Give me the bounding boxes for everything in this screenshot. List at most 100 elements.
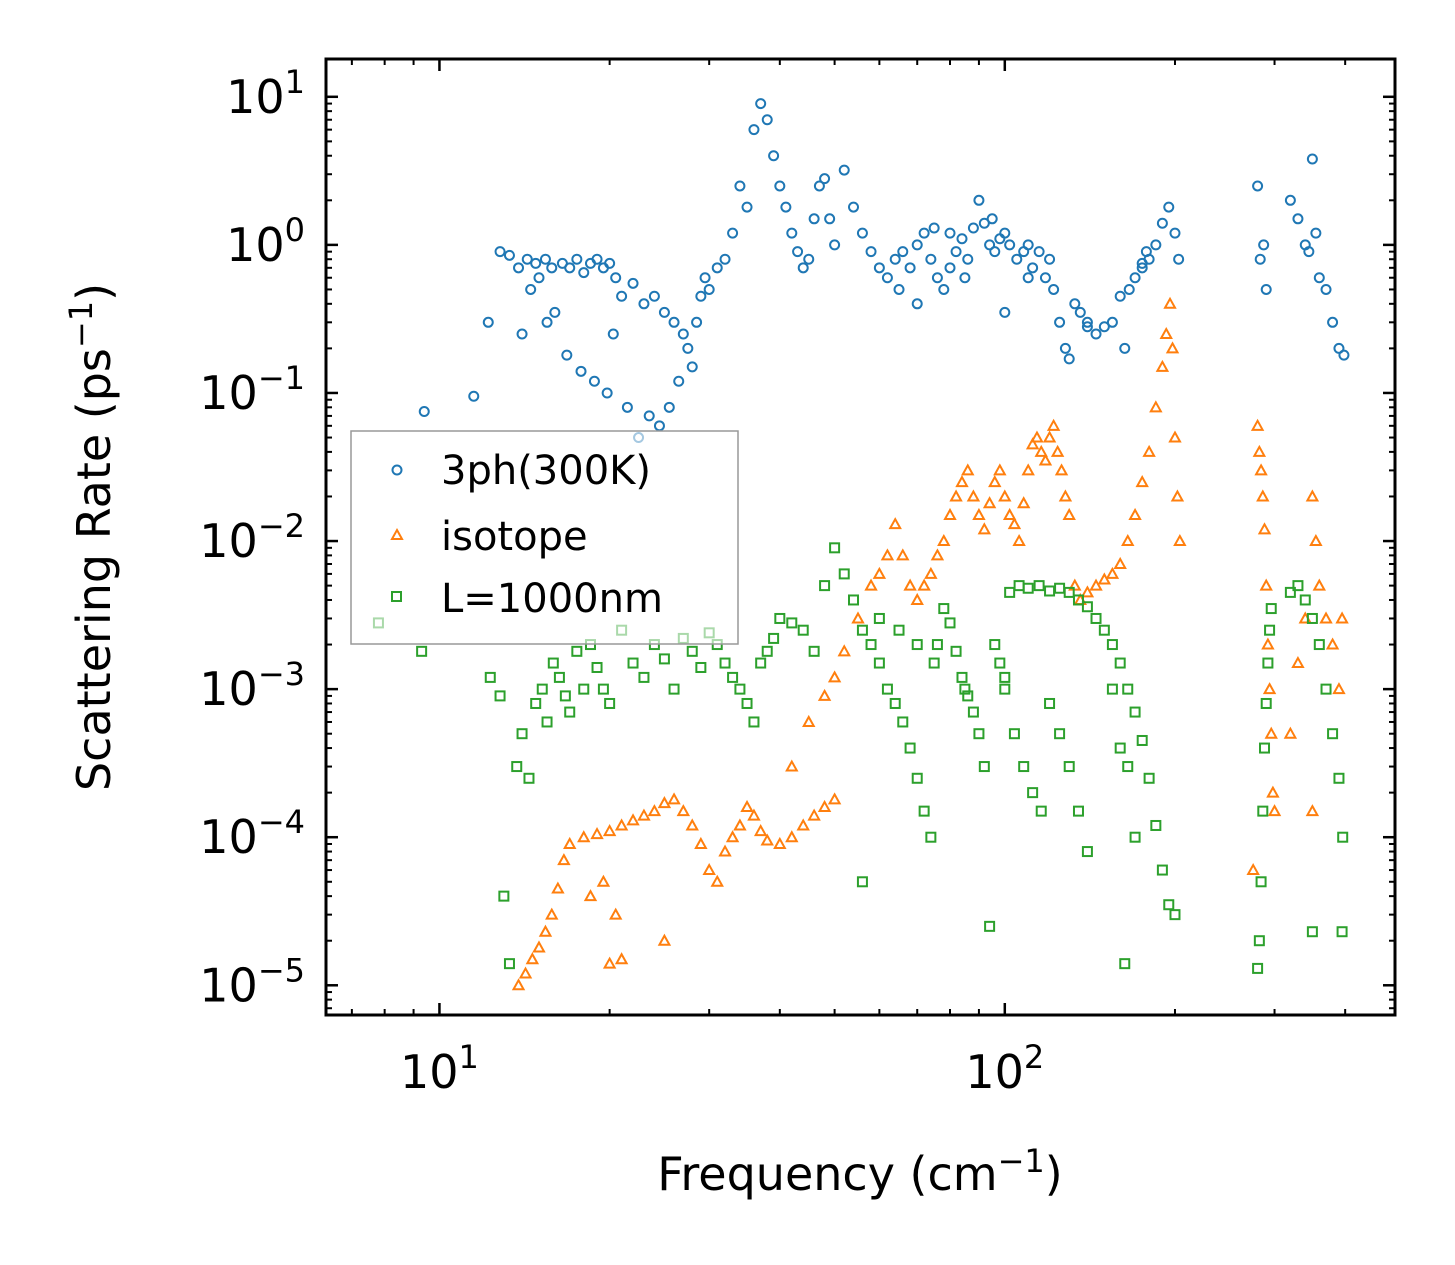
data-point — [1156, 864, 1168, 876]
data-point — [1333, 772, 1345, 784]
data-point — [819, 173, 831, 185]
data-point — [1098, 624, 1110, 636]
data-point — [904, 742, 916, 754]
data-point — [753, 824, 768, 837]
data-point — [1030, 430, 1044, 443]
data-point — [648, 290, 660, 302]
data-point — [591, 661, 603, 673]
data-point — [911, 639, 923, 651]
data-point — [691, 316, 703, 328]
data-point — [741, 697, 753, 709]
data-point — [1142, 444, 1156, 457]
data-point — [748, 124, 760, 136]
data-point — [677, 328, 689, 340]
data-point — [601, 387, 613, 399]
data-point — [904, 262, 916, 274]
data-point — [982, 496, 997, 509]
data-point — [553, 671, 565, 683]
data-point — [998, 489, 1012, 502]
data-point — [803, 253, 815, 265]
data-point — [525, 952, 540, 965]
data-point — [1069, 298, 1081, 310]
data-point — [653, 420, 665, 432]
data-point — [973, 194, 985, 206]
data-point — [725, 830, 740, 843]
data-point — [1129, 831, 1141, 843]
data-point — [1254, 463, 1268, 476]
data-point — [999, 683, 1011, 695]
data-point — [780, 201, 792, 213]
data-point — [1252, 962, 1264, 974]
data-point — [873, 612, 885, 624]
data-point — [774, 180, 786, 192]
data-point — [546, 262, 558, 274]
data-point — [627, 657, 639, 669]
data-point — [1089, 578, 1103, 591]
data-point — [1106, 639, 1118, 651]
data-point — [873, 657, 885, 669]
data-point — [1310, 227, 1322, 239]
data-point — [1048, 283, 1060, 295]
data-point — [719, 657, 731, 669]
data-point — [621, 401, 633, 413]
data-point — [955, 475, 969, 488]
data-point — [1129, 706, 1141, 718]
data-point — [583, 889, 598, 902]
data-point — [682, 342, 694, 354]
data-point — [949, 489, 963, 502]
data-point — [1135, 475, 1149, 488]
data-point — [1319, 611, 1333, 624]
data-point — [637, 808, 651, 821]
data-point — [813, 180, 825, 192]
data-point — [564, 262, 576, 274]
data-point — [1256, 489, 1270, 502]
data-point — [796, 818, 810, 831]
data-point — [1284, 194, 1296, 206]
data-point — [1122, 761, 1134, 773]
data-point — [511, 978, 526, 991]
data-point — [956, 233, 968, 245]
data-point — [1025, 437, 1040, 450]
data-point — [897, 246, 909, 258]
data-point — [1063, 353, 1075, 365]
data-point — [1039, 272, 1051, 284]
data-point — [785, 830, 799, 843]
data-point — [503, 249, 515, 261]
data-point — [1267, 804, 1282, 817]
data-point — [938, 283, 950, 295]
data-point — [1062, 507, 1076, 520]
data-point — [824, 213, 836, 225]
data-point — [1004, 239, 1016, 251]
data-point — [518, 966, 533, 979]
data-point — [663, 401, 675, 413]
data-point — [532, 940, 546, 953]
data-point — [1327, 316, 1339, 328]
data-point — [1257, 522, 1272, 535]
data-point — [959, 683, 971, 695]
data-point — [1033, 580, 1045, 592]
data-point — [1150, 819, 1162, 831]
data-point — [627, 277, 639, 289]
legend: 3ph(300K) isotope L=1000nm — [350, 430, 739, 645]
data-point — [1114, 290, 1126, 302]
data-point — [1011, 253, 1023, 265]
data-point — [1063, 586, 1075, 598]
data-point — [741, 201, 753, 213]
data-point — [1106, 683, 1118, 695]
data-point — [988, 475, 1002, 488]
data-point — [768, 150, 780, 162]
data-point — [1058, 489, 1073, 502]
data-point — [1253, 935, 1265, 947]
data-point — [604, 697, 616, 709]
data-point — [686, 645, 698, 657]
data-point — [1258, 239, 1270, 251]
data-point — [1008, 728, 1020, 740]
data-point — [616, 290, 628, 302]
data-point — [1332, 682, 1346, 695]
data-point — [999, 671, 1011, 683]
data-point — [513, 262, 525, 274]
data-point — [1018, 761, 1030, 773]
data-point — [658, 306, 670, 318]
y-axis-label: Scattering Rate (ps−1) — [62, 283, 121, 791]
data-point — [984, 239, 996, 251]
